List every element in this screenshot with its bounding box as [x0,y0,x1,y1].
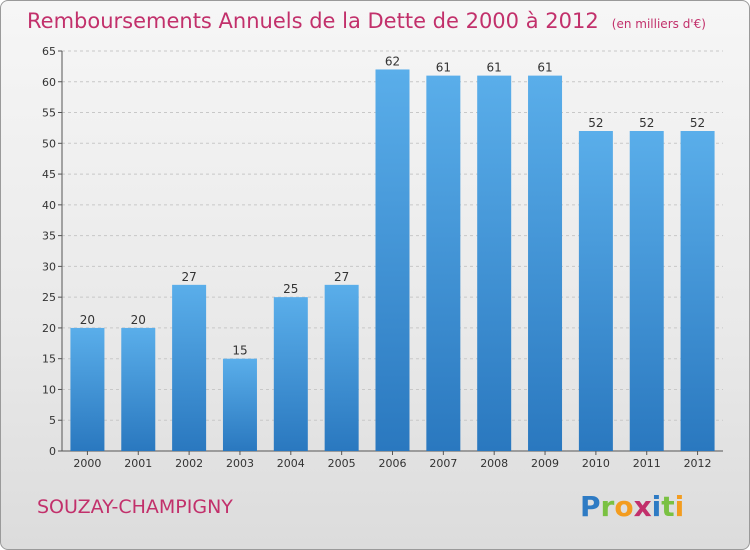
logo-letter: P [580,490,601,523]
x-tick-label: 2006 [379,457,407,470]
logo-letter: i [651,490,662,523]
y-tick-label: 35 [42,230,56,243]
x-tick-label: 2007 [429,457,457,470]
bar [528,75,563,451]
data-label: 61 [487,61,502,75]
y-tick-label: 25 [42,291,56,304]
bar [172,284,207,451]
data-label: 15 [232,344,247,358]
data-label: 52 [639,116,654,130]
data-label: 52 [690,116,705,130]
data-label: 61 [537,61,552,75]
logo-letter: t [661,490,675,523]
proxiti-logo[interactable]: Proxiti [580,490,684,523]
x-tick-label: 2008 [480,457,508,470]
data-label: 62 [385,54,400,68]
x-tick-label: 2012 [684,457,712,470]
chart-title: Remboursements Annuels de la Dette de 20… [27,9,706,33]
bar [629,131,664,451]
data-label: 20 [80,313,95,327]
data-label: 27 [334,270,349,284]
bar [273,297,308,451]
bar [324,284,359,451]
x-tick-label: 2011 [633,457,661,470]
chart-unit: (en milliers d'€) [611,17,706,31]
x-tick-label: 2005 [328,457,356,470]
logo-letter: i [674,490,685,523]
bar [578,131,613,451]
y-tick-label: 55 [42,107,56,120]
data-label: 52 [588,116,603,130]
bar [222,358,257,451]
x-tick-label: 2001 [124,457,152,470]
y-tick-label: 20 [42,322,56,335]
logo-letter: o [614,490,634,523]
y-tick-label: 5 [49,414,56,427]
bar [680,131,715,451]
bar [477,75,512,451]
labels: 0 5 10 15 20 25 30 35 40 45 50 55 60 65 2000 20 2001 20 20… [42,45,712,470]
data-label: 25 [283,282,298,296]
data-label: 20 [131,313,146,327]
x-tick-label: 2009 [531,457,559,470]
y-tick-label: 30 [42,260,56,273]
bar [70,327,105,451]
bar [426,75,461,451]
bars [70,69,715,451]
bar [121,327,156,451]
y-tick-label: 65 [42,45,56,58]
y-tick-label: 45 [42,168,56,181]
y-tick-label: 0 [49,445,56,458]
x-tick-label: 2003 [226,457,254,470]
logo-letter: r [600,490,615,523]
y-tick-label: 50 [42,137,56,150]
chart-title-text: Remboursements Annuels de la Dette de 20… [27,9,599,33]
y-tick-label: 60 [42,76,56,89]
data-label: 27 [181,270,196,284]
y-tick-label: 40 [42,199,56,212]
bar [375,69,410,451]
x-tick-label: 2000 [73,457,101,470]
x-tick-label: 2010 [582,457,610,470]
commune-name: SOUZAY-CHAMPIGNY [37,496,233,518]
x-tick-label: 2002 [175,457,203,470]
y-tick-label: 15 [42,353,56,366]
logo-letter: x [633,490,652,523]
y-tick-label: 10 [42,383,56,396]
data-label: 61 [436,61,451,75]
x-tick-label: 2004 [277,457,305,470]
